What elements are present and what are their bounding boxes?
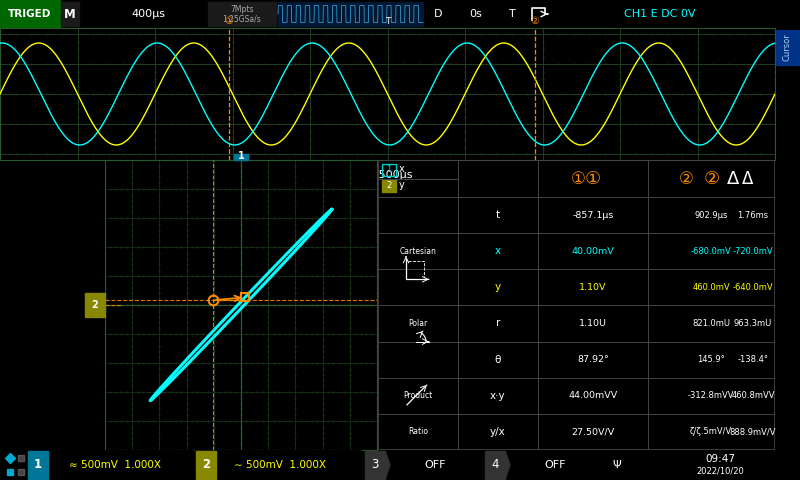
Text: 1: 1 (386, 165, 392, 174)
Text: r: r (496, 319, 500, 328)
Text: Cartesian: Cartesian (399, 247, 437, 256)
Text: y: y (495, 282, 501, 292)
Text: t: t (496, 210, 500, 220)
Bar (0, 0, 60, 28)
Text: y: y (399, 180, 405, 191)
Text: Ψ: Ψ (613, 460, 622, 470)
Bar (485, 451, 600, 479)
Text: TRIGED: TRIGED (8, 9, 52, 19)
Text: 963.3mU: 963.3mU (734, 319, 772, 328)
Text: 1: 1 (34, 458, 42, 471)
Bar (234, 154, 248, 160)
Text: T: T (385, 17, 390, 25)
Text: ∼ 500mV  1.000X: ∼ 500mV 1.000X (234, 460, 326, 470)
Bar (28, 451, 48, 479)
Bar (365, 451, 385, 479)
Text: ≈ 500mV  1.000X: ≈ 500mV 1.000X (69, 460, 161, 470)
Text: x: x (495, 246, 501, 256)
Bar (382, 164, 396, 176)
Bar (382, 180, 396, 192)
Text: 821.0mU: 821.0mU (692, 319, 730, 328)
Text: Cursor: Cursor (782, 33, 791, 61)
Text: ②: ② (678, 169, 694, 188)
Text: 1.25GSa/s: 1.25GSa/s (222, 14, 262, 24)
Text: D: D (434, 9, 442, 19)
Text: ①: ① (224, 16, 233, 25)
Text: -857.1μs: -857.1μs (572, 211, 614, 219)
Text: 3: 3 (371, 458, 378, 471)
Bar (196, 451, 361, 479)
Text: y/x: y/x (490, 427, 506, 437)
Text: 44.00mVV: 44.00mVV (568, 391, 618, 400)
Bar (365, 451, 480, 479)
Text: Ratio: Ratio (408, 427, 428, 436)
Text: ζ/ζ.5mV/V: ζ/ζ.5mV/V (690, 427, 732, 436)
Polygon shape (385, 451, 390, 479)
Text: 400μs: 400μs (131, 9, 165, 19)
Text: Polar: Polar (408, 319, 428, 328)
Text: x·y: x·y (490, 391, 506, 401)
Text: -312.8mVV: -312.8mVV (688, 391, 734, 400)
Text: Δ: Δ (742, 169, 754, 188)
Text: ②: ② (530, 16, 539, 25)
Text: -680.0mV: -680.0mV (690, 247, 731, 256)
Text: -138.4°: -138.4° (738, 355, 769, 364)
Text: 888.9mV/V: 888.9mV/V (730, 427, 776, 436)
Text: 7Mpts: 7Mpts (230, 4, 254, 13)
Bar (61, 2, 79, 26)
Text: 27.50V/V: 27.50V/V (571, 427, 614, 436)
Text: 1.10U: 1.10U (579, 319, 607, 328)
Text: ②: ② (703, 169, 719, 188)
Text: 460.0mV: 460.0mV (692, 283, 730, 292)
Text: 2022/10/20: 2022/10/20 (696, 467, 744, 476)
Text: 1.76ms: 1.76ms (738, 211, 769, 219)
Text: 2: 2 (202, 458, 210, 471)
Text: 2: 2 (386, 181, 392, 190)
Text: 1.10V: 1.10V (579, 283, 606, 292)
Text: -720.0mV: -720.0mV (733, 247, 774, 256)
Text: 87.92°: 87.92° (577, 355, 609, 364)
Bar (208, 2, 276, 26)
Text: 0s: 0s (470, 9, 482, 19)
Text: 1: 1 (238, 151, 244, 161)
Text: Δ: Δ (726, 169, 739, 188)
Text: ①: ① (585, 169, 601, 188)
Text: 09:47: 09:47 (705, 454, 735, 464)
Text: 902.9μs: 902.9μs (694, 211, 728, 219)
Text: OFF: OFF (544, 460, 566, 470)
Text: M: M (64, 8, 76, 21)
Bar (28, 451, 193, 479)
Text: T: T (509, 9, 515, 19)
Text: 2: 2 (91, 300, 98, 310)
Bar (196, 451, 216, 479)
Bar (278, 2, 423, 26)
Text: OFF: OFF (424, 460, 446, 470)
Text: 4: 4 (491, 458, 498, 471)
Polygon shape (505, 451, 510, 479)
Bar (85, 293, 105, 317)
Text: ①: ① (570, 169, 586, 188)
Text: 460.8mVV: 460.8mVV (731, 391, 774, 400)
Text: M  500μs: M 500μs (362, 170, 413, 180)
Text: 40.00mV: 40.00mV (572, 247, 614, 256)
Bar (485, 451, 505, 479)
Text: x: x (399, 165, 405, 175)
Text: θ: θ (494, 355, 502, 365)
Bar (775, 30, 800, 65)
Text: Product: Product (403, 391, 433, 400)
Text: CH1 E DC 0V: CH1 E DC 0V (624, 9, 696, 19)
Text: -640.0mV: -640.0mV (733, 283, 774, 292)
Text: 145.9°: 145.9° (697, 355, 725, 364)
